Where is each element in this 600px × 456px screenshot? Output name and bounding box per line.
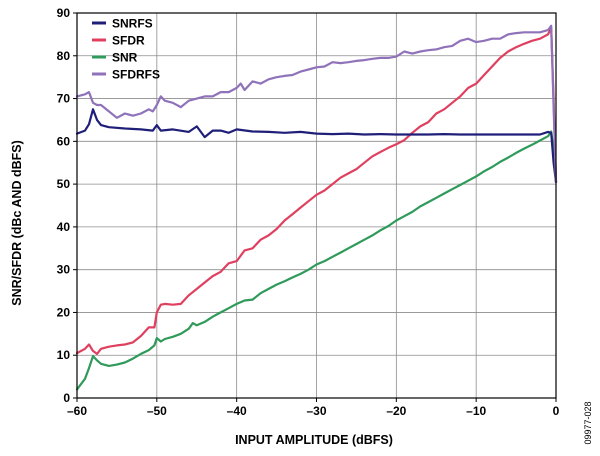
legend-label: SNRFS [112,17,153,31]
series-line-sfdrfs [75,24,558,184]
legend-label: SFDR [112,34,145,48]
y-tick-label: 70 [57,92,71,106]
y-tick-label: 60 [57,134,71,148]
y-tick-label: 0 [63,391,70,405]
legend-item-sfdrfs: SFDRFS [92,68,160,82]
series-line-snrfs [75,108,558,184]
legend-label: SNR [112,51,138,65]
series-line-sfdr [75,26,558,355]
x-tick-label: –30 [306,404,326,418]
x-tick-label: –20 [386,404,406,418]
x-tick-label: –40 [227,404,247,418]
y-tick-label: 10 [57,348,71,362]
y-tick-label: 50 [57,177,71,191]
legend-item-snrfs: SNRFS [92,17,153,31]
series-lines [75,24,558,391]
legend-item-sfdr: SFDR [92,34,145,48]
tick-labels: –60 –50 –40 –30 –20 –10 0 0 10 20 30 40 50 60 70 80 90 [57,6,560,418]
x-tick-label: –60 [67,404,87,418]
y-tick-label: 20 [57,305,71,319]
legend-item-snr: SNR [92,51,138,65]
y-tick-label: 40 [57,220,71,234]
x-axis-title: INPUT AMPLITUDE (dBFS) [235,433,393,447]
legend: SNRFS SFDR SNR SFDRFS [92,17,160,82]
legend-label: SFDRFS [112,68,160,82]
y-axis-title: SNR/SFDR (dBc AND dBFS) [10,140,24,306]
y-tick-label: 90 [57,6,71,20]
x-tick-label: –50 [147,404,167,418]
y-tick-label: 80 [57,49,71,63]
x-tick-label: 0 [553,404,560,418]
x-tick-label: –10 [466,404,486,418]
figure-id: 09977-028 [583,401,593,444]
y-tick-label: 30 [57,263,71,277]
series-line-snr [75,130,558,391]
